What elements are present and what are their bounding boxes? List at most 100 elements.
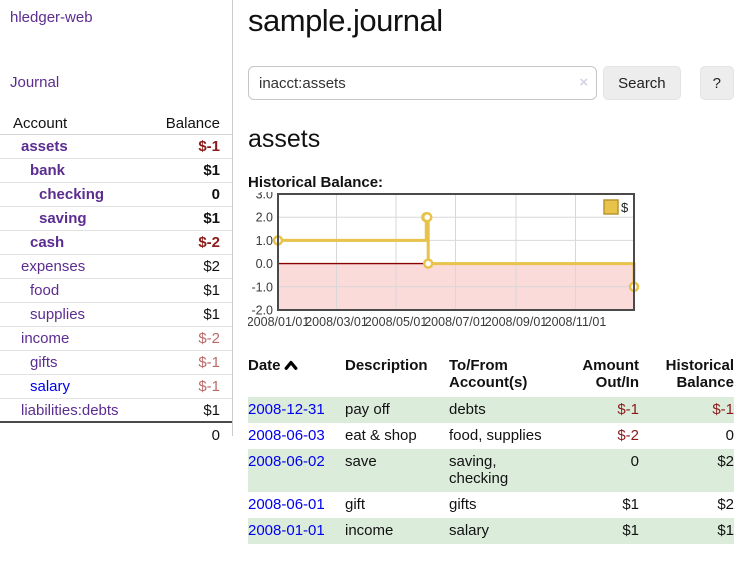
transaction-row: 2008-06-03 eat & shop food, supplies $-2 0 bbox=[248, 423, 734, 449]
page-title: sample.journal bbox=[248, 3, 443, 38]
sidebar-account-link-checking[interactable]: checking bbox=[39, 186, 105, 203]
sidebar-account-row: expenses $2 bbox=[0, 255, 232, 279]
transaction-row: 2008-01-01 income salary $1 $1 bbox=[248, 518, 734, 544]
transaction-accounts: debts bbox=[449, 401, 486, 418]
transaction-row: 2008-12-31 pay off debts $-1 $-1 bbox=[248, 397, 734, 423]
accounts-table: Account Balance assets $-1 bank $1 checking 0… bbox=[0, 113, 232, 447]
transaction-accounts: salary bbox=[449, 522, 490, 539]
clear-search-icon[interactable]: × bbox=[579, 74, 589, 91]
sidebar-account-balance: $-1 bbox=[198, 378, 220, 395]
sidebar-account-balance: $-2 bbox=[198, 234, 220, 251]
sidebar-account-balance: $-1 bbox=[198, 354, 220, 371]
x-tick-label: 2008/11/01 bbox=[545, 315, 607, 329]
account-column-header: Account bbox=[13, 115, 68, 132]
data-point[interactable] bbox=[421, 211, 433, 223]
sidebar-account-row: food $1 bbox=[0, 279, 232, 303]
sidebar-account-balance: $2 bbox=[203, 258, 220, 275]
transaction-date-link[interactable]: 2008-12-31 bbox=[248, 401, 325, 418]
transaction-balance: $-1 bbox=[712, 401, 734, 418]
balance-column-header: Balance bbox=[165, 115, 220, 132]
sidebar-account-row: salary $-1 bbox=[0, 375, 232, 399]
sidebar-account-link-expenses[interactable]: expenses bbox=[21, 258, 86, 275]
sidebar-account-link-food[interactable]: food bbox=[30, 282, 60, 299]
description-column-header: Description bbox=[345, 357, 428, 374]
transaction-amount: $-2 bbox=[617, 427, 639, 444]
transaction-balance: $2 bbox=[717, 453, 734, 470]
transaction-amount: $1 bbox=[622, 496, 639, 513]
app-title-link[interactable]: hledger-web bbox=[10, 9, 93, 26]
y-tick-label: 0.0 bbox=[256, 257, 273, 271]
sidebar-account-link-cash[interactable]: cash bbox=[30, 234, 65, 251]
amount-column-header: Amount Out/In bbox=[582, 357, 639, 391]
sidebar-account-row: saving $1 bbox=[0, 207, 232, 231]
sidebar-account-balance: $1 bbox=[203, 306, 220, 323]
sidebar-account-row: checking 0 bbox=[0, 183, 232, 207]
transactions-table: Date Description To/From Account(s) Amou… bbox=[248, 355, 734, 544]
x-tick-label: 2008/09/01 bbox=[485, 315, 548, 329]
x-tick-label: 2008/01/01 bbox=[248, 315, 309, 329]
accounts-total-row: 0 bbox=[0, 423, 232, 447]
accounts-total-balance: 0 bbox=[211, 426, 220, 444]
transaction-amount: $-1 bbox=[617, 401, 639, 418]
sidebar-account-balance: $1 bbox=[203, 210, 220, 227]
x-tick-label: 2008/03/01 bbox=[305, 315, 368, 329]
y-tick-label: -2.0 bbox=[251, 304, 273, 318]
sidebar-account-row: assets $-1 bbox=[0, 135, 232, 159]
transaction-row: 2008-06-01 gift gifts $1 $2 bbox=[248, 492, 734, 518]
main-content: sample.journal × Search ? assets Histori… bbox=[247, 0, 734, 544]
chart-canvas: $3.0 2.0 1.0 0.0 -1.0 -2.02008/01/012008/03/0… bbox=[247, 188, 640, 329]
x-tick-label: 2008/05/01 bbox=[365, 315, 428, 329]
y-tick-label: 1.0 bbox=[256, 234, 273, 248]
sidebar-account-balance: $1 bbox=[203, 401, 220, 419]
sidebar-account-link-salary[interactable]: salary bbox=[30, 378, 71, 395]
sidebar-account-row: bank $1 bbox=[0, 159, 232, 183]
transaction-row: 2008-06-02 save saving, checking 0 $2 bbox=[248, 449, 734, 492]
chart-border bbox=[277, 193, 635, 311]
transaction-accounts: gifts bbox=[449, 496, 477, 513]
transaction-balance: 0 bbox=[725, 427, 734, 444]
sidebar-account-link-supplies[interactable]: supplies bbox=[30, 306, 86, 323]
legend-swatch bbox=[603, 199, 619, 215]
date-column-header[interactable]: Date bbox=[248, 355, 345, 397]
search-help-button[interactable]: ? bbox=[699, 66, 734, 100]
transactions-header-row: Date Description To/From Account(s) Amou… bbox=[248, 355, 734, 397]
transaction-date-link[interactable]: 2008-06-01 bbox=[248, 496, 325, 513]
sidebar-account-link-income[interactable]: income bbox=[21, 330, 70, 347]
transaction-date-link[interactable]: 2008-06-02 bbox=[248, 453, 325, 470]
transaction-date-link[interactable]: 2008-01-01 bbox=[248, 522, 325, 539]
sidebar-account-balance: 0 bbox=[211, 186, 220, 203]
search-button[interactable]: Search bbox=[603, 66, 681, 100]
transaction-accounts: food, supplies bbox=[449, 427, 542, 444]
sidebar-item-journal[interactable]: Journal bbox=[10, 74, 60, 91]
historical-balance-chart: $3.0 2.0 1.0 0.0 -1.0 -2.0 2008/01/01 2008/03/0… bbox=[247, 188, 734, 339]
sidebar-account-row: gifts $-1 bbox=[0, 351, 232, 375]
account-heading: assets bbox=[248, 125, 321, 153]
sidebar-account-row: income $-2 bbox=[0, 327, 232, 351]
y-tick-label: 3.0 bbox=[256, 192, 273, 202]
sidebar-account-row: liabilities:debts $1 bbox=[0, 399, 232, 423]
sidebar-account-link-assets[interactable]: assets bbox=[21, 138, 68, 155]
sidebar-account-row: supplies $1 bbox=[0, 303, 232, 327]
y-tick-label: -1.0 bbox=[251, 280, 273, 294]
sidebar-account-link-saving[interactable]: saving bbox=[39, 210, 87, 227]
sidebar-account-link-bank[interactable]: bank bbox=[30, 162, 66, 179]
transaction-amount: $1 bbox=[622, 522, 639, 539]
balance-column-header-main: Historical Balance bbox=[665, 357, 734, 391]
sidebar-account-balance: $-1 bbox=[198, 138, 220, 155]
search-input[interactable] bbox=[248, 66, 598, 100]
data-point[interactable] bbox=[422, 258, 434, 269]
accounts-column-header: To/From Account(s) bbox=[449, 357, 528, 391]
search-form: × Search ? bbox=[248, 66, 734, 100]
transaction-date-link[interactable]: 2008-06-03 bbox=[248, 427, 325, 444]
transaction-description: save bbox=[345, 453, 377, 470]
x-tick-label: 2008/07/01 bbox=[424, 315, 487, 329]
sidebar-account-link-liabilities-debts[interactable]: liabilities:debts bbox=[21, 401, 119, 419]
transaction-description: pay off bbox=[345, 401, 390, 418]
sidebar-account-link-gifts[interactable]: gifts bbox=[30, 354, 58, 371]
accounts-table-header: Account Balance bbox=[0, 113, 232, 135]
chevron-up-icon bbox=[284, 360, 297, 370]
transaction-balance: $2 bbox=[717, 496, 734, 513]
sidebar: hledger-web Journal Account Balance asse… bbox=[0, 0, 233, 444]
transaction-accounts: saving, checking bbox=[449, 453, 509, 487]
transaction-amount: 0 bbox=[630, 453, 639, 470]
